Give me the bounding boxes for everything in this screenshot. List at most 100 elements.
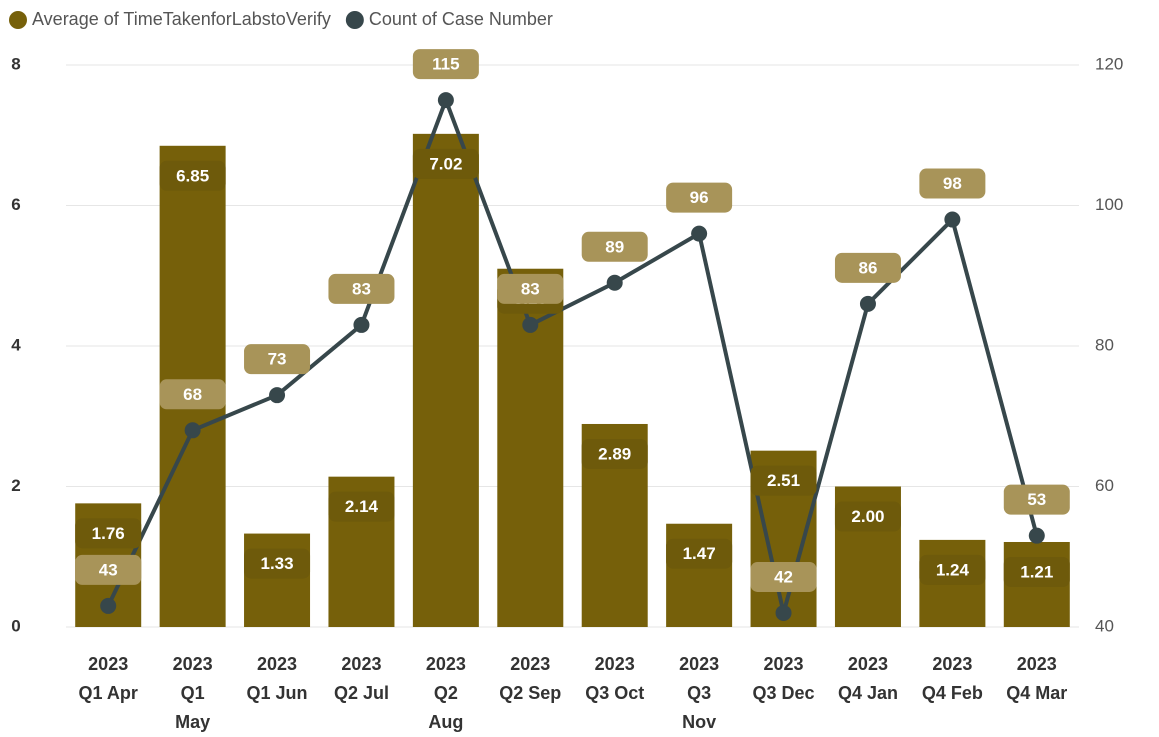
data-label-box (919, 168, 986, 199)
data-label: 1.47 (683, 544, 716, 563)
x-tick-label: Q4 Feb (922, 683, 983, 703)
x-tick-label: 2023 (848, 654, 888, 674)
data-label: 2.14 (345, 497, 379, 516)
data-label-box (75, 554, 142, 585)
x-tick-label: Q1 (181, 683, 205, 703)
y2-tick-label: 100 (1095, 195, 1123, 214)
data-label: 1.33 (260, 554, 293, 573)
x-tick-label: Nov (682, 712, 716, 732)
x-tick-label: 2023 (679, 654, 719, 674)
line-point (100, 597, 117, 614)
y2-tick-label: 60 (1095, 476, 1114, 495)
data-label: 68 (183, 385, 202, 404)
data-label: 2.51 (767, 471, 800, 490)
data-label: 2.89 (598, 444, 631, 463)
x-tick-label: 2023 (932, 654, 972, 674)
data-label-box (834, 252, 901, 283)
data-label-box (328, 491, 395, 522)
data-label-box (750, 465, 817, 496)
x-tick-label: 2023 (595, 654, 635, 674)
x-tick-label: Q4 Mar (1006, 683, 1067, 703)
data-label-box (497, 273, 564, 304)
data-label: 1.24 (936, 560, 970, 579)
data-label-box (244, 548, 311, 579)
x-tick-label: 2023 (764, 654, 804, 674)
data-label-box (412, 49, 479, 80)
data-label-box (328, 273, 395, 304)
y-tick-label: 4 (11, 335, 21, 354)
data-label-box (159, 160, 226, 191)
line-point (437, 92, 454, 109)
data-label: 7.02 (429, 154, 462, 173)
data-label: 1.76 (92, 524, 125, 543)
data-label-box (834, 501, 901, 532)
legend-marker (9, 11, 27, 29)
data-label: 98 (943, 174, 962, 193)
data-label-box (666, 182, 733, 213)
legend-label: Average of TimeTakenforLabstoVerify (32, 9, 331, 29)
y2-tick-label: 40 (1095, 616, 1114, 635)
data-label: 89 (605, 237, 624, 256)
data-label-box (666, 538, 733, 569)
data-label-box (1003, 556, 1070, 587)
bar (244, 533, 311, 627)
line-point (775, 604, 792, 621)
legend-label: Count of Case Number (369, 9, 553, 29)
x-tick-label: 2023 (1017, 654, 1057, 674)
line-point (859, 295, 876, 312)
x-tick-label: Q1 Apr (79, 683, 138, 703)
line-point (184, 422, 201, 439)
data-label: 53 (1027, 490, 1046, 509)
data-label-box (159, 379, 226, 410)
data-label-box (919, 554, 986, 585)
data-label-box (1003, 484, 1070, 515)
x-tick-label: Q2 (434, 683, 458, 703)
x-tick-label: Q4 Jan (838, 683, 898, 703)
x-tick-label: 2023 (257, 654, 297, 674)
bar (412, 133, 479, 627)
line-point (606, 274, 623, 291)
y-tick-label: 2 (11, 476, 20, 495)
data-label-box (244, 344, 311, 375)
data-label: 86 (858, 258, 877, 277)
y2-tick-label: 80 (1095, 335, 1114, 354)
data-label: 43 (99, 560, 118, 579)
x-tick-label: May (175, 712, 210, 732)
line (106, 94, 1039, 614)
data-label: 83 (352, 279, 371, 298)
x-tick-label: 2023 (341, 654, 381, 674)
data-label: 42 (774, 567, 793, 586)
x-tick-label: 2023 (173, 654, 213, 674)
line-point (691, 225, 708, 242)
x-tick-label: Q1 Jun (247, 683, 308, 703)
line-point (944, 211, 961, 228)
data-label: 83 (521, 279, 540, 298)
x-tick-label: Aug (428, 712, 463, 732)
y2-tick-label: 120 (1095, 54, 1123, 73)
data-label: 6.85 (176, 166, 209, 185)
data-label-box (581, 438, 648, 469)
x-tick-label: 2023 (510, 654, 550, 674)
y-tick-label: 8 (11, 54, 20, 73)
x-tick-label: Q2 Sep (499, 683, 561, 703)
x-tick-label: 2023 (88, 654, 128, 674)
data-label-box (75, 518, 142, 549)
data-label: 115 (432, 55, 459, 74)
data-label-box (412, 148, 479, 179)
line-point (522, 316, 539, 333)
data-label: 1.21 (1020, 562, 1053, 581)
x-tick-label: Q3 Oct (585, 683, 644, 703)
line-point (269, 387, 286, 404)
data-label-box (750, 561, 817, 592)
data-label: 73 (268, 350, 287, 369)
line-point (353, 316, 370, 333)
data-label-box (581, 231, 648, 262)
line-point (1028, 527, 1045, 544)
x-tick-label: Q3 Dec (753, 683, 815, 703)
legend-marker (345, 11, 364, 29)
data-label: 2.00 (851, 507, 884, 526)
x-tick-label: Q3 (687, 683, 711, 703)
x-tick-label: Q2 Jul (334, 683, 389, 703)
y-tick-label: 0 (11, 616, 20, 635)
